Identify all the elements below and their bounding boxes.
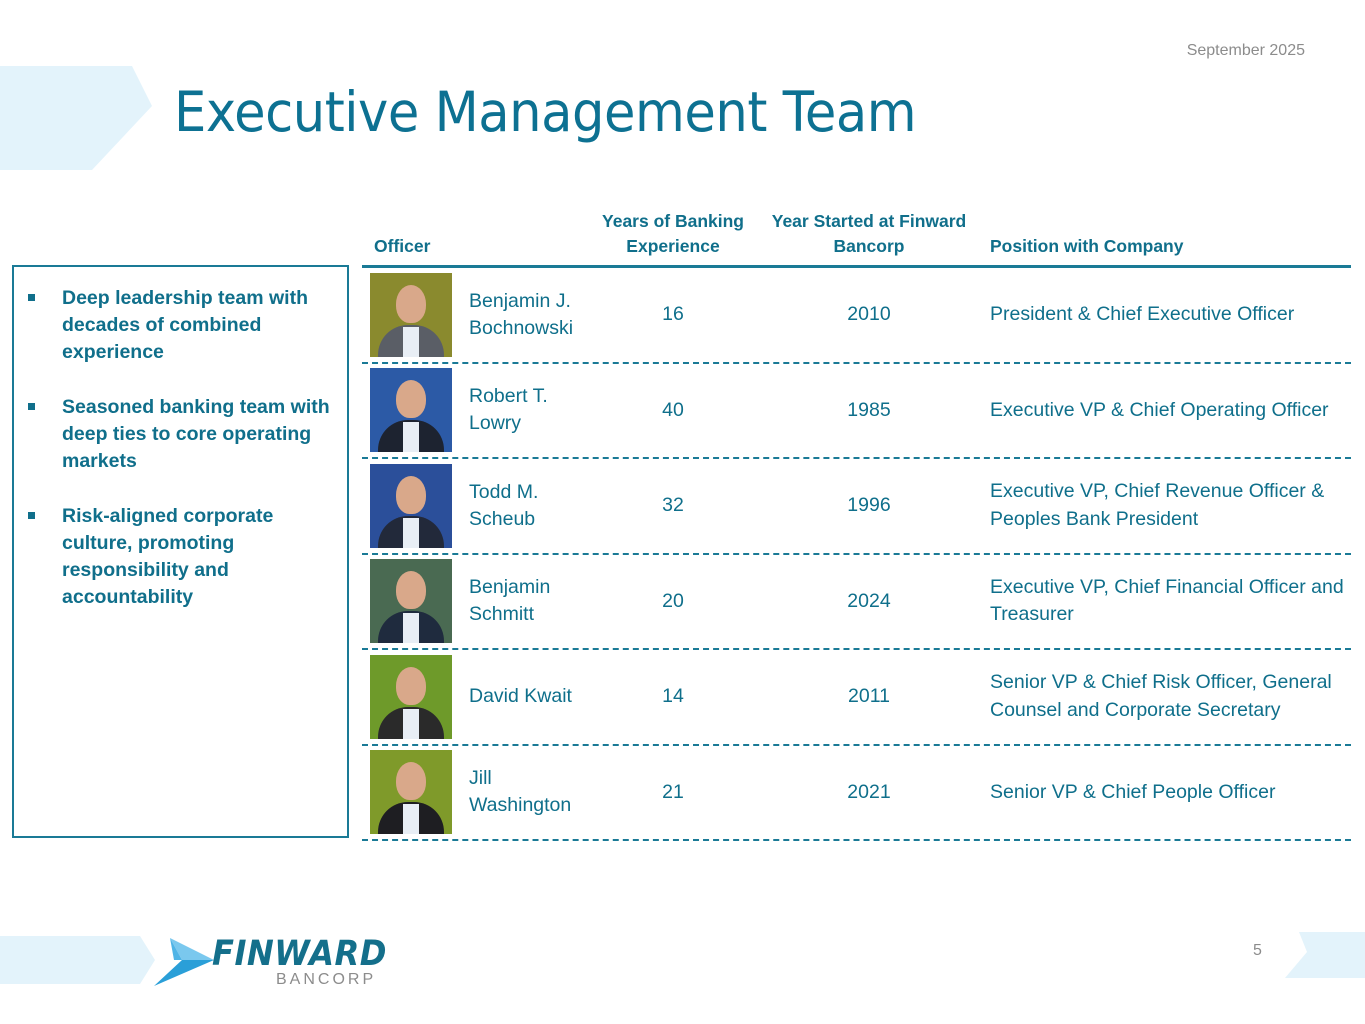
table-row: Benjamin J. Bochnowski 16 2010 President… — [362, 268, 1351, 364]
officer-photo — [370, 368, 452, 453]
column-header-position: Position with Company — [990, 236, 1184, 256]
officer-name: Benjamin J. Bochnowski — [469, 289, 574, 339]
officer-name: Robert T. Lowry — [469, 385, 548, 435]
position: Executive VP, Chief Revenue Officer & Pe… — [990, 480, 1325, 530]
date-label: September 2025 — [1186, 42, 1305, 59]
officer-cell: Jill Washington — [362, 746, 582, 840]
table-header: Officer Years of Banking Experience Year… — [362, 205, 1351, 268]
years-experience: 20 — [662, 589, 684, 612]
position: President & Chief Executive Officer — [990, 303, 1295, 325]
column-header-years: Years of Banking Experience — [602, 211, 744, 256]
officer-photo — [370, 654, 452, 739]
officer-name: Jill Washington — [469, 767, 572, 817]
year-started: 2010 — [847, 303, 891, 326]
square-bullet-icon — [28, 403, 35, 410]
logo-arrow-icon — [154, 938, 214, 986]
officer-photo — [370, 272, 452, 357]
page-number: 5 — [1253, 942, 1262, 959]
officer-cell: Benjamin J. Bochnowski — [362, 268, 582, 362]
table-row: Jill Washington 21 2021 Senior VP & Chie… — [362, 746, 1351, 841]
finward-logo: FINWARD BANCORP — [152, 934, 387, 994]
year-started: 2011 — [848, 685, 890, 708]
column-header-officer: Officer — [374, 236, 431, 256]
officer-name: Todd M. Scheub — [469, 480, 539, 530]
position: Senior VP & Chief Risk Officer, General … — [990, 671, 1332, 721]
officer-name: David Kwait — [469, 685, 572, 708]
officer-name: Benjamin Schmitt — [469, 576, 551, 626]
table-row: Todd M. Scheub 32 1996 Executive VP, Chi… — [362, 459, 1351, 555]
square-bullet-icon — [28, 294, 35, 301]
highlights-callout: Deep leadership team with decades of com… — [12, 265, 349, 838]
highlight-item: Risk-aligned corporate culture, promotin… — [28, 503, 333, 611]
title-chevron-decoration — [0, 66, 152, 170]
year-started: 1985 — [847, 398, 891, 421]
years-experience: 40 — [662, 398, 684, 421]
table-row: Benjamin Schmitt 20 2024 Executive VP, C… — [362, 555, 1351, 650]
footer-chevron-decoration — [0, 936, 155, 984]
square-bullet-icon — [28, 512, 35, 519]
year-started: 1996 — [847, 494, 891, 517]
position: Executive VP & Chief Operating Officer — [990, 398, 1329, 421]
officer-photo — [370, 463, 452, 548]
year-started: 2024 — [847, 589, 891, 612]
officer-photo — [370, 750, 452, 835]
highlight-item: Deep leadership team with decades of com… — [28, 285, 333, 366]
table-row: Robert T. Lowry 40 1985 Executive VP & C… — [362, 364, 1351, 459]
executive-table: Officer Years of Banking Experience Year… — [362, 205, 1351, 841]
officer-cell: Benjamin Schmitt — [362, 555, 582, 649]
years-experience: 14 — [662, 685, 684, 708]
officer-photo — [370, 559, 452, 644]
highlight-item: Seasoned banking team with deep ties to … — [28, 394, 333, 475]
year-started: 2021 — [847, 780, 891, 803]
officer-cell: Robert T. Lowry — [362, 364, 582, 458]
officer-cell: David Kwait — [362, 650, 582, 744]
years-experience: 21 — [662, 780, 684, 803]
column-header-year-started: Year Started at Finward Bancorp — [771, 211, 967, 256]
table-row: David Kwait 14 2011 Senior VP & Chief Ri… — [362, 650, 1351, 746]
page-title: Executive Management Team — [174, 80, 917, 144]
position: Senior VP & Chief People Officer — [990, 780, 1276, 803]
years-experience: 16 — [662, 303, 684, 326]
footer-right-chevron-decoration — [1285, 932, 1365, 978]
officer-cell: Todd M. Scheub — [362, 459, 582, 553]
years-experience: 32 — [662, 494, 684, 517]
position: Executive VP, Chief Financial Officer an… — [990, 575, 1344, 626]
